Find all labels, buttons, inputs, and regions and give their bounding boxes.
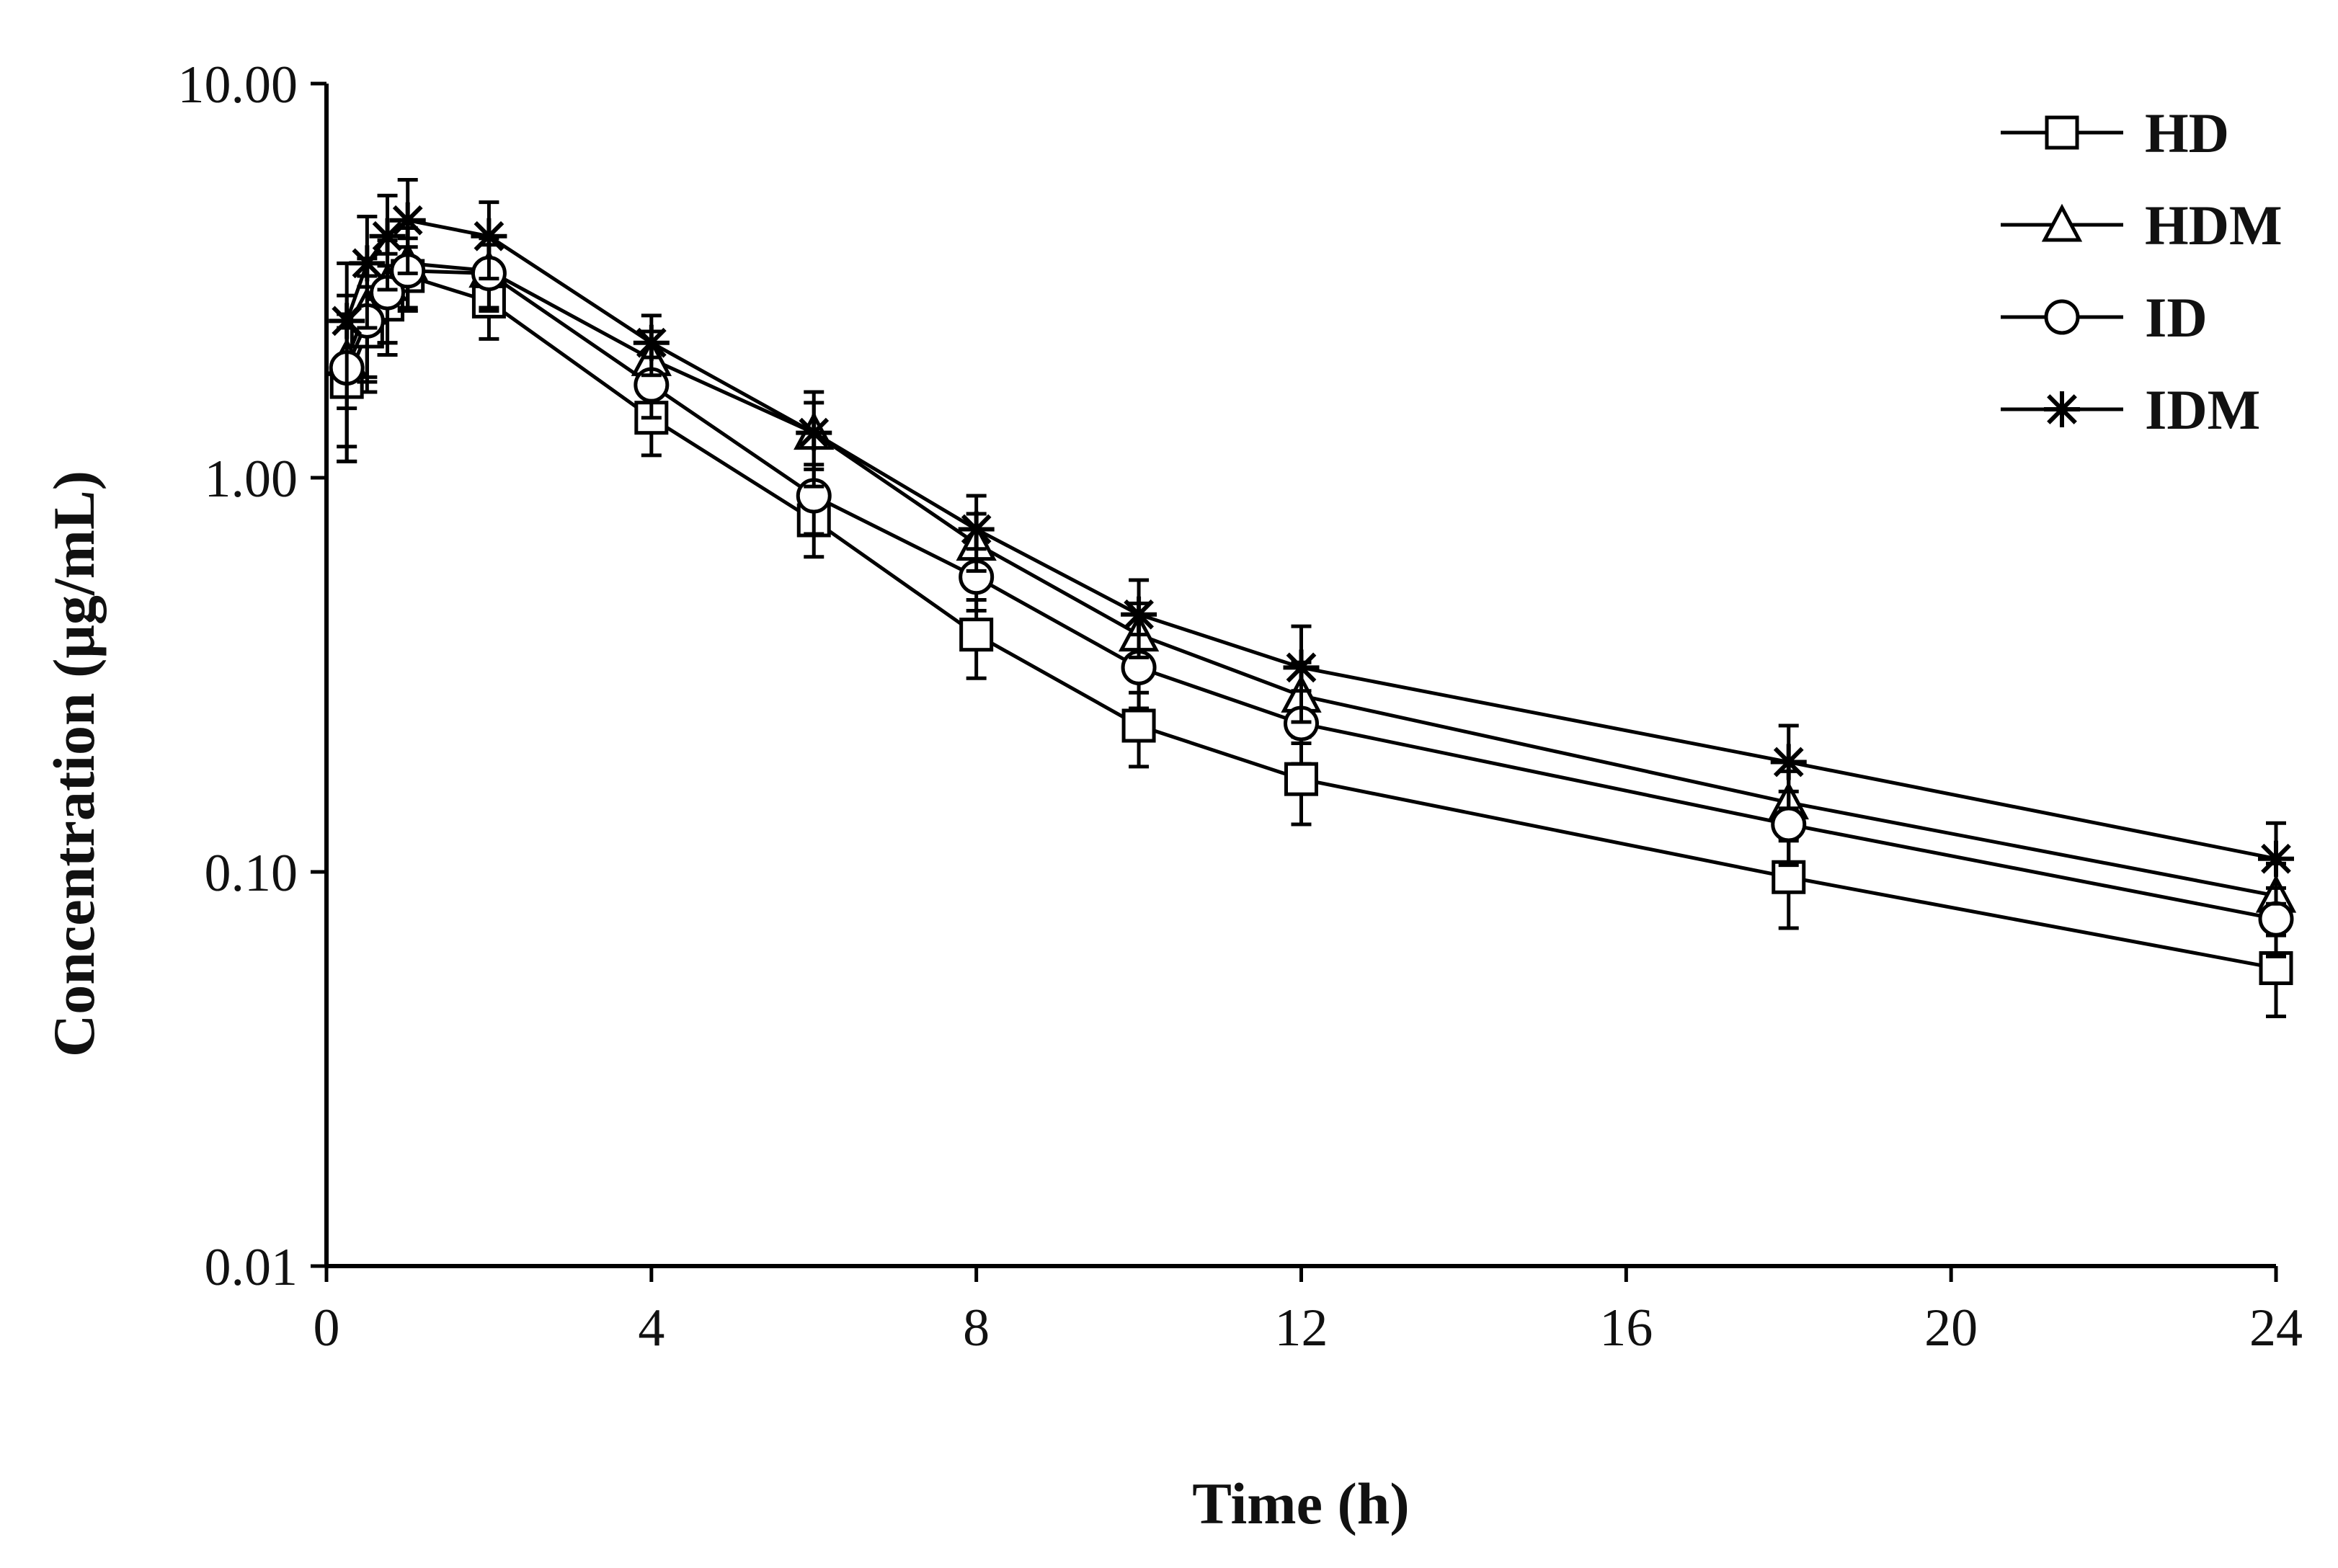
x-tick-label: 24 [2249,1298,2303,1358]
x-ticks: 0 4 8 12 16 20 24 [314,1266,2303,1358]
data-point-id [1771,806,1807,842]
series-layer [326,178,2297,1018]
legend-label: ID [2145,286,2208,349]
legend: HD HDM ID IDM [2001,102,2283,441]
data-point-idm [2258,840,2294,877]
y-axis-title: Concentration (μg/mL) [41,471,107,1057]
data-point-hd [1121,708,1156,743]
x-tick-label: 20 [1924,1298,1978,1358]
x-tick-label: 0 [314,1298,340,1358]
series-idm [329,178,2294,906]
legend-marker-hd [2045,115,2079,150]
x-tick-label: 8 [963,1298,990,1358]
data-point-hd [1772,860,1806,894]
legend-marker-id [2044,299,2080,335]
legend-item-hdm: HDM [2001,194,2283,257]
data-point-idm [958,511,995,548]
x-tick-label: 4 [638,1298,664,1358]
legend-marker-hdm [2041,203,2083,242]
x-axis-title: Time (h) [1192,1471,1409,1536]
y-ticks: 0.01 0.10 1.00 10.00 [178,55,326,1297]
y-tick-label: 0.01 [205,1238,298,1297]
data-point-idm [633,324,670,361]
legend-item-id: ID [2001,286,2208,349]
legend-item-hd: HD [2001,102,2229,164]
data-point-idm [369,218,406,254]
data-point-idm [1283,649,1320,686]
data-point-idm [796,414,832,451]
data-point-hd [959,618,994,652]
legend-label: HDM [2145,194,2283,257]
y-tick-label: 1.00 [205,450,298,509]
legend-marker-idm [2044,391,2080,427]
legend-label: HD [2145,102,2229,164]
data-point-idm [1121,596,1157,633]
data-point-idm [389,202,426,239]
x-tick-label: 16 [1599,1298,1653,1358]
data-point-idm [349,245,386,282]
data-point-id [2258,901,2294,937]
data-point-idm [471,218,507,254]
legend-label: IDM [2145,378,2260,441]
data-point-idm [1770,744,1807,780]
x-tick-label: 12 [1275,1298,1328,1358]
data-point-hd [1284,762,1318,796]
y-tick-label: 0.10 [205,844,298,903]
data-point-idm [329,303,365,339]
legend-item-idm: IDM [2001,378,2260,441]
y-tick-label: 10.00 [178,55,298,115]
